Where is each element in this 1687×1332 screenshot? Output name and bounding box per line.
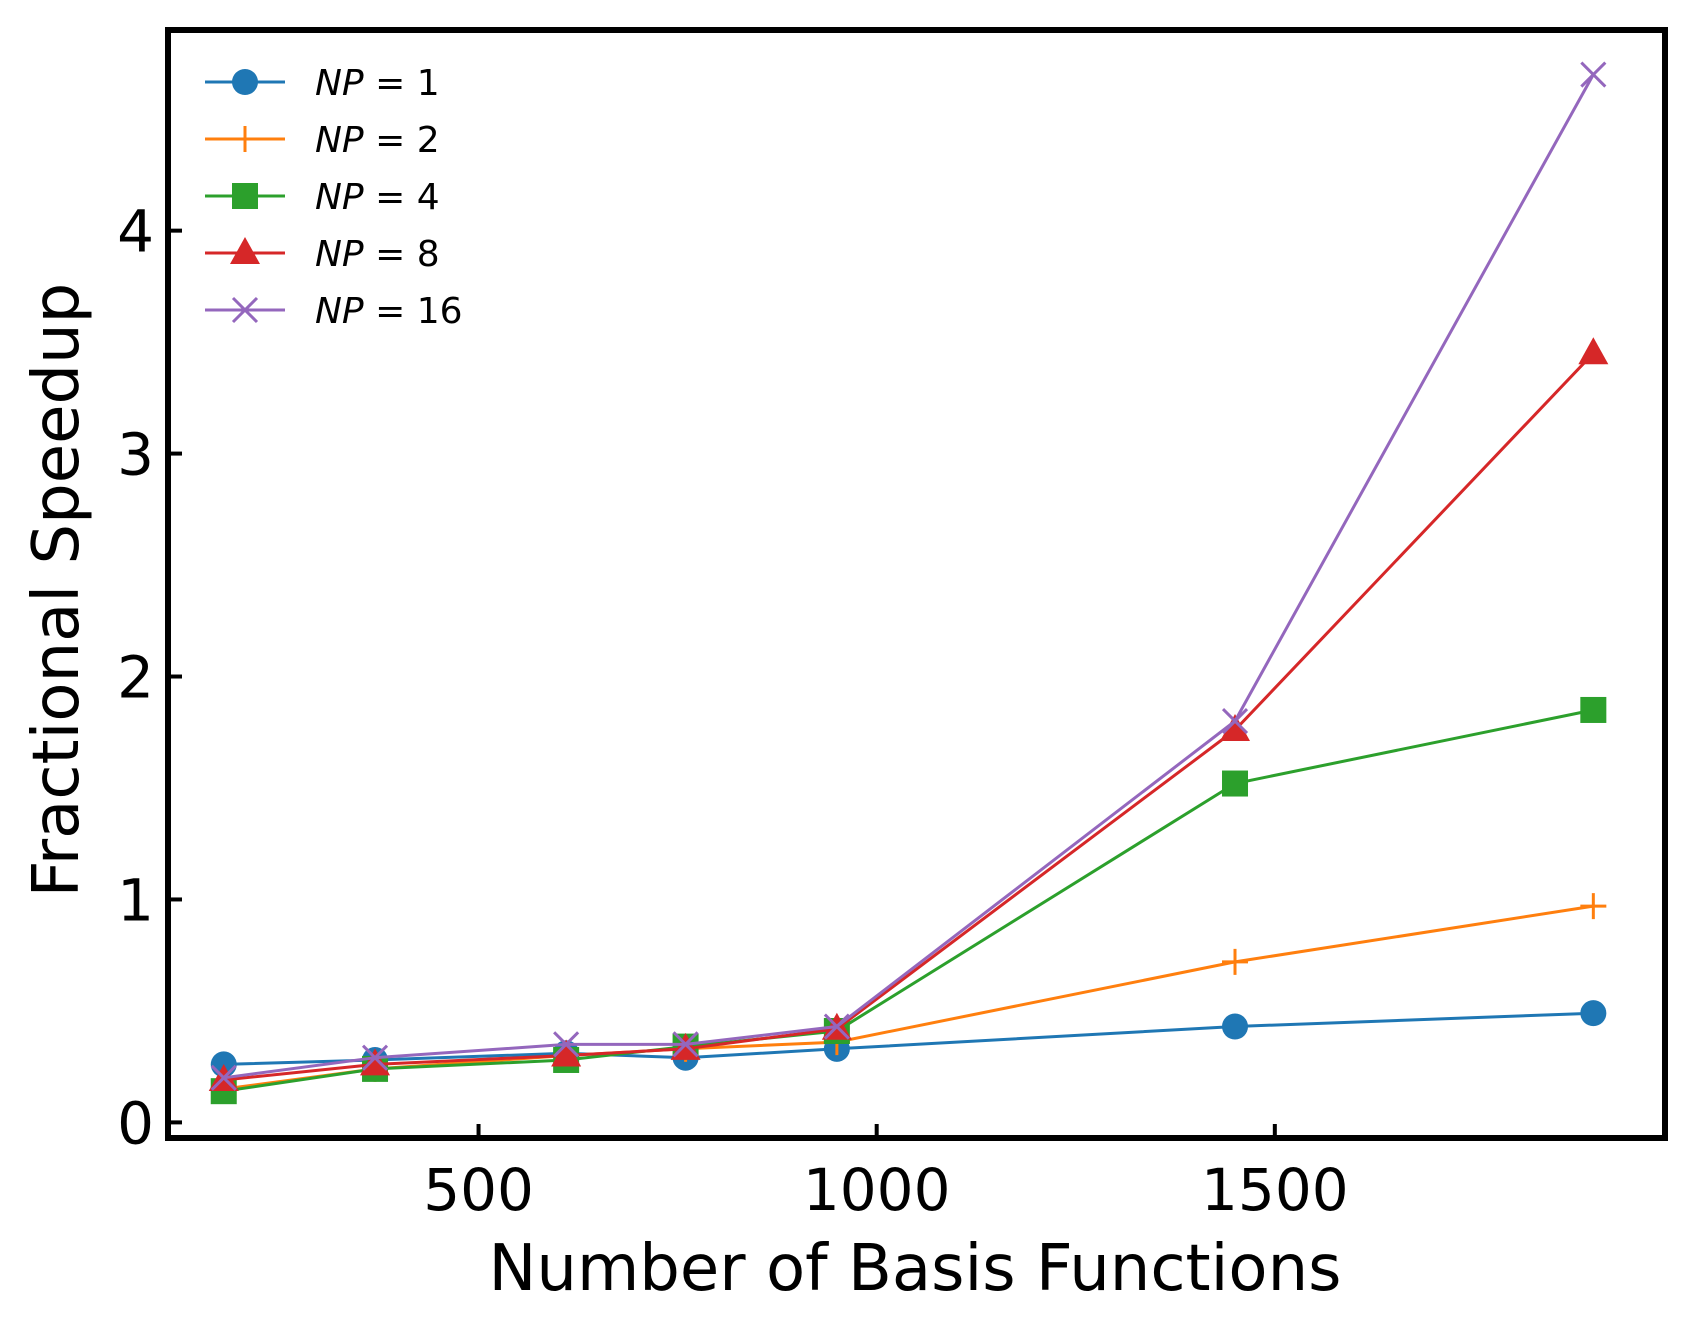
data-point-x-4 [823,1013,850,1040]
y-tick-label-2: 2 [117,644,154,712]
data-point-triangle-1 [360,1048,391,1076]
legend-item-np-8: NP = 8 [205,234,440,275]
legend-item-np-4: NP = 4 [205,177,440,218]
data-point-square-5 [1222,770,1249,797]
legend-item-np-2: NP = 2 [205,120,440,161]
data-point-x-1 [361,1044,389,1071]
series-line-np-4 [223,708,1594,1093]
data-point-triangle-5 [1220,714,1251,742]
data-point-plus-6 [1580,893,1607,920]
x-axis-title: Number of Basis Functions [489,1232,1342,1306]
legend-label: NP = 1 [315,63,440,104]
y-axis-title: Fractional Speedup [20,283,94,898]
data-point-x-5 [1221,708,1249,735]
data-point-circle-6 [1580,1000,1607,1027]
x-tick-label-0: 500 [423,1156,534,1224]
series-np-2 [210,893,1607,1102]
x-tick-label-1: 1000 [803,1156,951,1224]
legend-item-np-1: NP = 1 [205,63,440,104]
plot-frame [165,27,1668,1141]
series-line-np-1 [223,1011,1594,1066]
legend: NP = 1 NP = 2 NP = 4 NP = 8 NP = 16 [205,63,463,332]
legend-marker-plus-1 [232,126,258,152]
data-point-circle-5 [1222,1013,1249,1040]
legend-label: NP = 4 [315,177,440,218]
data-point-triangle-6 [1578,337,1609,365]
y-tick-label-0: 0 [117,1089,154,1157]
data-point-square-6 [1580,696,1607,723]
legend-marker-triangle-3 [230,237,260,264]
data-point-x-0 [210,1064,237,1091]
legend-marker-circle-0 [232,69,258,95]
series-np-4 [210,696,1607,1105]
series-np-8 [208,337,1609,1092]
data-point-x-3 [672,1031,699,1058]
data-point-triangle-2 [551,1039,582,1067]
legend-marker-square-2 [232,183,258,209]
y-tick-label-1: 1 [117,866,154,934]
data-point-x-2 [553,1031,580,1058]
axes: 500 1000 1500 0 1 2 3 4 [117,27,1668,1224]
data-point-plus-5 [1222,948,1249,975]
legend-item-np-16: NP = 16 [205,291,463,332]
x-tick-label-2: 1500 [1201,1156,1349,1224]
y-tick-label-3: 3 [117,421,154,489]
series-line-np-16 [223,73,1595,1080]
plot-area [208,61,1609,1105]
legend-marker-x-4 [231,296,259,324]
legend-label: NP = 2 [315,120,440,161]
legend-label: NP = 8 [315,234,440,275]
data-point-x-6 [1580,61,1607,88]
series-np-16 [210,61,1607,1091]
y-tick-label-4: 4 [117,198,154,266]
legend-label: NP = 16 [315,291,463,332]
